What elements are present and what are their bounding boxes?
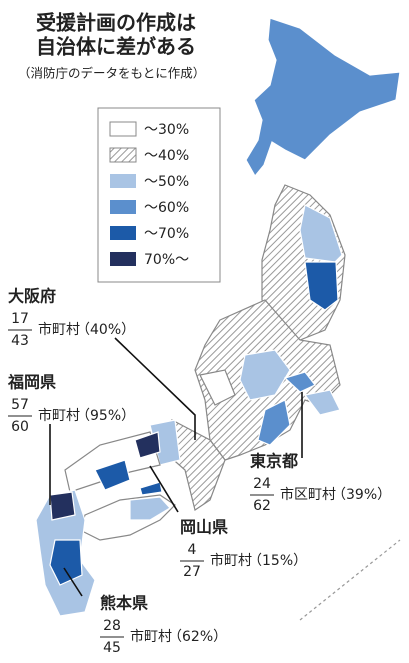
swatch: [110, 174, 136, 188]
title: 自治体に差がある: [36, 35, 196, 59]
unit: 市町村: [210, 552, 252, 569]
map: [35, 17, 401, 621]
rate: （15%）: [248, 553, 307, 569]
legend: ～30% ～40% ～50% ～60% ～70% 70%～: [97, 107, 221, 283]
source: （消防庁のデータをもとに作成）: [18, 66, 205, 81]
legend-label: ～70%: [144, 226, 189, 242]
unit: 市町村: [38, 321, 80, 338]
legend-label: ～30%: [144, 122, 189, 138]
unit: 市町村: [38, 407, 80, 424]
legend-label: ～60%: [144, 200, 189, 216]
swatch: [110, 226, 136, 240]
numerator: 57: [11, 397, 29, 413]
rate: （40%）: [76, 322, 135, 338]
denominator: 60: [11, 419, 29, 435]
callout-name: 大阪府: [8, 287, 56, 306]
swatch: [109, 121, 137, 137]
legend-label: 70%～: [144, 252, 189, 268]
denominator: 45: [103, 640, 121, 656]
swatch: [109, 147, 137, 163]
rate: （95%）: [76, 408, 135, 424]
numerator: 17: [11, 311, 29, 327]
unit: 市区町村: [280, 486, 336, 503]
numerator: 28: [103, 618, 121, 634]
rate: （39%）: [332, 487, 391, 503]
callout-name: 福岡県: [7, 373, 56, 392]
title: 受援計画の作成は: [36, 11, 196, 35]
legend-label: ～40%: [144, 148, 189, 164]
callout-name: 岡山県: [180, 518, 228, 537]
swatch: [110, 200, 136, 214]
denominator: 43: [11, 333, 29, 349]
swatch: [110, 252, 136, 266]
callout-name: 熊本県: [100, 594, 148, 613]
legend-label: ～50%: [144, 174, 189, 190]
denominator: 27: [183, 564, 201, 580]
rate: （62%）: [168, 629, 227, 645]
unit: 市町村: [130, 628, 172, 645]
leaders: [49, 337, 303, 597]
denominator: 62: [253, 498, 271, 514]
callouts: 大阪府1743市町村（40%）福岡県5760市町村（95%）東京都2462市区町…: [7, 287, 391, 657]
numerator: 24: [253, 476, 271, 492]
callout-name: 東京都: [250, 452, 298, 471]
numerator: 4: [188, 542, 197, 558]
